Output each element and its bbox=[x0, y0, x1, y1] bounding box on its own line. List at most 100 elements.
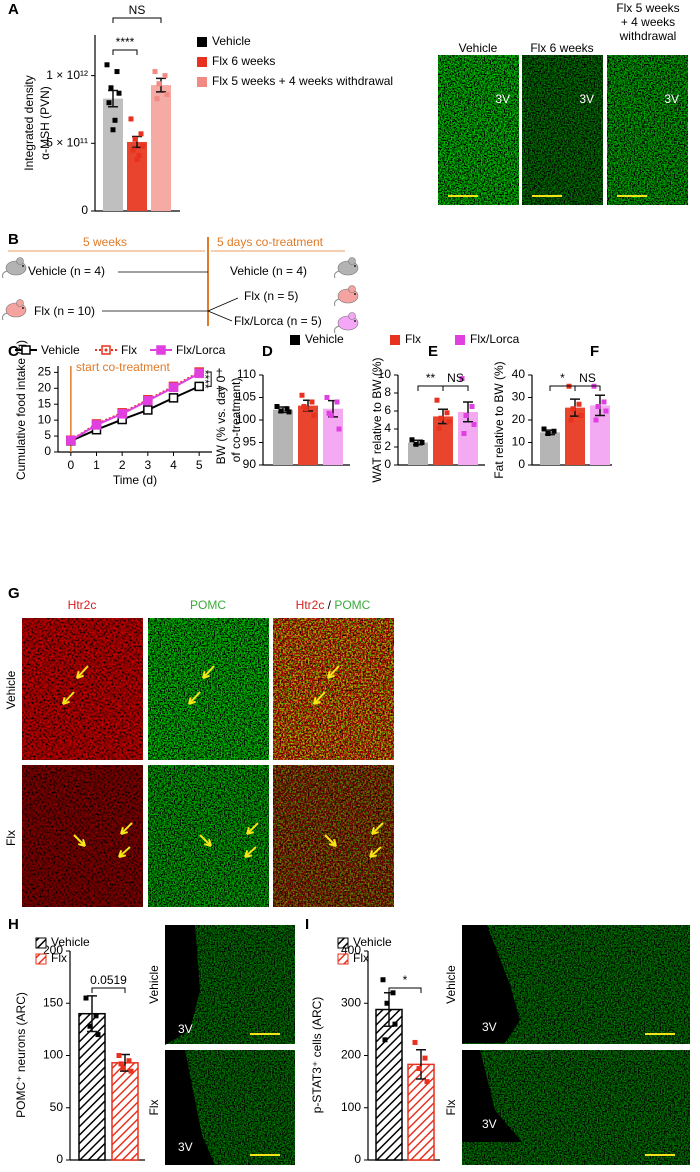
arrow-shaft bbox=[313, 691, 326, 705]
y-tick-label: 110 bbox=[237, 367, 256, 381]
significance-bracket bbox=[112, 17, 162, 23]
legend-marker bbox=[156, 345, 166, 355]
y-tick-label: 95 bbox=[243, 435, 257, 449]
x-tick-label: 4 bbox=[170, 458, 177, 472]
panel-letter: C bbox=[8, 343, 19, 360]
legend-label: Flx/Lorca bbox=[176, 343, 226, 357]
mouse-ear bbox=[16, 299, 24, 307]
column-label-part: / bbox=[324, 598, 334, 612]
data-point bbox=[409, 437, 415, 443]
y-tick-label: 150 bbox=[43, 995, 63, 1009]
data-point bbox=[416, 1066, 422, 1072]
line-marker bbox=[168, 393, 179, 403]
error-bar bbox=[416, 1049, 426, 1080]
data-point bbox=[444, 410, 450, 416]
y-tick-label: 105 bbox=[236, 390, 256, 404]
y-tick-label: 100 bbox=[341, 1100, 361, 1114]
data-point bbox=[309, 399, 315, 405]
arrow-shaft bbox=[371, 822, 384, 835]
arrow-shaft bbox=[246, 822, 259, 835]
bar bbox=[323, 408, 343, 465]
data-point bbox=[164, 92, 170, 98]
bar bbox=[375, 1008, 403, 1161]
legend-swatch bbox=[35, 953, 47, 965]
phase-label: 5 days co-treatment bbox=[217, 235, 324, 249]
image-marker: 3V bbox=[482, 1020, 497, 1034]
micrograph bbox=[273, 765, 394, 907]
arrow-shaft bbox=[120, 822, 133, 835]
bar bbox=[127, 141, 147, 211]
x-tick-label: 3 bbox=[144, 458, 151, 472]
data-point bbox=[301, 404, 307, 409]
data-point bbox=[154, 96, 160, 102]
mouse-tail bbox=[334, 298, 340, 307]
significance-label: ** bbox=[426, 371, 436, 385]
y-tick-label: 15 bbox=[38, 396, 52, 410]
data-point bbox=[118, 1061, 124, 1067]
y-tick-label: 5 × 10¹¹ bbox=[46, 135, 88, 149]
data-point bbox=[568, 417, 574, 423]
arrow-head bbox=[313, 696, 321, 705]
data-point bbox=[471, 422, 477, 427]
data-point bbox=[392, 1021, 398, 1027]
legend-swatch bbox=[337, 953, 349, 965]
y-tick-label: 50 bbox=[50, 1100, 64, 1114]
data-point bbox=[128, 116, 134, 122]
data-point bbox=[311, 413, 317, 418]
y-tick-label: 10 bbox=[378, 367, 392, 381]
y-tick-label: 20 bbox=[512, 412, 526, 426]
micrograph bbox=[462, 1050, 690, 1165]
micrograph bbox=[148, 618, 269, 760]
x-tick-label: 0 bbox=[67, 458, 74, 472]
bar bbox=[408, 442, 428, 465]
significance-label: **** bbox=[116, 35, 135, 49]
data-point bbox=[436, 425, 442, 431]
arrow-head bbox=[329, 839, 337, 847]
data-point bbox=[138, 131, 144, 137]
arrow-shaft bbox=[202, 665, 215, 679]
line-marker bbox=[91, 420, 102, 430]
legend-swatch bbox=[197, 57, 207, 67]
data-point bbox=[438, 415, 444, 421]
ventricle bbox=[462, 925, 520, 1043]
legend-label: Vehicle bbox=[353, 935, 392, 949]
annotation: start co-treatment bbox=[76, 360, 171, 374]
line-marker bbox=[143, 405, 153, 415]
image-marker: 3V bbox=[495, 92, 510, 106]
y-axis-label: Integrated density bbox=[22, 75, 36, 170]
micrograph bbox=[273, 618, 394, 760]
data-point bbox=[576, 401, 582, 407]
data-point bbox=[334, 399, 340, 405]
data-point bbox=[130, 147, 136, 153]
arrow-shaft bbox=[76, 665, 89, 679]
mouse-ear bbox=[348, 285, 356, 293]
data-point bbox=[595, 404, 601, 409]
micrograph bbox=[522, 55, 603, 205]
mouse-ear bbox=[348, 312, 356, 320]
data-point bbox=[87, 1023, 93, 1029]
bar bbox=[111, 1062, 139, 1161]
image-marker: 3V bbox=[178, 1022, 193, 1036]
panel-letter: F bbox=[590, 343, 599, 360]
line-marker bbox=[117, 409, 127, 419]
y-tick-label: 4 bbox=[384, 421, 391, 435]
data-point bbox=[570, 406, 576, 412]
series-line bbox=[70, 372, 200, 442]
bar bbox=[540, 432, 560, 465]
data-point bbox=[382, 1037, 388, 1043]
legend-label: Vehicle bbox=[305, 332, 344, 346]
arrow-shaft bbox=[244, 846, 257, 858]
data-point bbox=[95, 1032, 101, 1038]
data-point bbox=[459, 376, 465, 382]
data-point bbox=[461, 431, 467, 436]
line-marker bbox=[168, 382, 179, 393]
y-tick-label: 5 bbox=[44, 428, 51, 442]
mouse-tail bbox=[2, 312, 8, 321]
mouse-tail bbox=[334, 270, 340, 279]
significance-bracket bbox=[208, 371, 212, 387]
y-axis-label: Fat relative to BW (%) bbox=[492, 361, 506, 478]
y-tick-label: 200 bbox=[341, 1048, 361, 1062]
image-label: withdrawal bbox=[619, 29, 677, 43]
data-point bbox=[114, 69, 120, 75]
branch-line bbox=[207, 297, 239, 322]
